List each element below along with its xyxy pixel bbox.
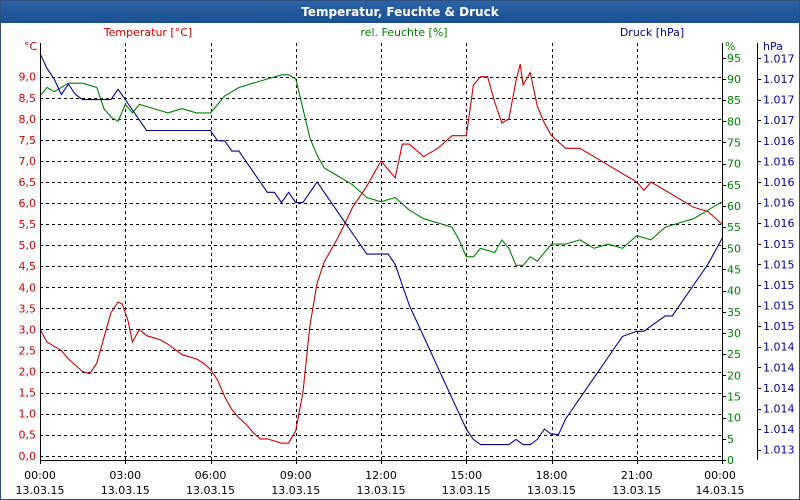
pressure-tick-label: 1.015 bbox=[763, 320, 795, 333]
pressure-tick-label: 1.014 bbox=[763, 382, 795, 395]
pressure-tick-label: 1.014 bbox=[763, 423, 795, 436]
x-tick-date: 13.03.15 bbox=[612, 484, 661, 497]
x-tick-date: 14.03.15 bbox=[696, 484, 745, 497]
temperature-tick-label: 7,0 bbox=[19, 155, 37, 168]
pressure-tick-label: 1.017 bbox=[763, 73, 795, 86]
x-tick-date: 13.03.15 bbox=[527, 484, 576, 497]
humidity-tick-label: 40 bbox=[727, 285, 741, 298]
temperature-tick-label: 4,0 bbox=[19, 281, 37, 294]
temperature-tick-label: 6,0 bbox=[19, 197, 37, 210]
temperature-tick-label: 5,5 bbox=[19, 218, 37, 231]
pressure-tick-label: 1.015 bbox=[763, 238, 795, 251]
pressure-tick-label: 1.017 bbox=[763, 52, 795, 65]
pressure-tick-label: 1.013 bbox=[763, 444, 795, 457]
humidity-tick-label: 75 bbox=[727, 136, 741, 149]
pressure-tick-label: 1.017 bbox=[763, 94, 795, 107]
temperature-tick-label: 0,5 bbox=[19, 429, 37, 442]
humidity-tick-label: 10 bbox=[727, 412, 741, 425]
temperature-tick-label: 2,5 bbox=[19, 344, 37, 357]
x-tick-date: 13.03.15 bbox=[101, 484, 150, 497]
pressure-tick-label: 1.014 bbox=[763, 341, 795, 354]
humidity-tick-label: 35 bbox=[727, 306, 741, 319]
x-tick-time: 12:00 bbox=[365, 469, 397, 482]
humidity-tick-label: 25 bbox=[727, 348, 741, 361]
temperature-tick-label: 7,5 bbox=[19, 134, 37, 147]
series-line-pressure bbox=[39, 53, 723, 446]
x-tick-time: 09:00 bbox=[280, 469, 312, 482]
humidity-unit: % bbox=[725, 40, 735, 53]
pressure-tick-label: 1.016 bbox=[763, 217, 795, 230]
series-layer bbox=[39, 53, 723, 446]
humidity-tick-label: 15 bbox=[727, 390, 741, 403]
humidity-tick-label: 70 bbox=[727, 158, 741, 171]
pressure-tick-label: 1.015 bbox=[763, 279, 795, 292]
plot-frame bbox=[40, 43, 761, 464]
humidity-tick-label: 55 bbox=[727, 221, 741, 234]
temperature-tick-label: 1,5 bbox=[19, 387, 37, 400]
humidity-legend: rel. Feuchte [%] bbox=[360, 26, 447, 39]
pressure-tick-label: 1.016 bbox=[763, 176, 795, 189]
humidity-tick-label: 90 bbox=[727, 73, 741, 86]
pressure-tick-label: 1.016 bbox=[763, 135, 795, 148]
x-tick-time: 03:00 bbox=[109, 469, 141, 482]
x-tick-date: 13.03.15 bbox=[271, 484, 320, 497]
temperature-tick-label: 1,0 bbox=[19, 408, 37, 421]
temperature-tick-label: 2,0 bbox=[19, 366, 37, 379]
x-tick-time: 15:00 bbox=[450, 469, 482, 482]
axis-labels: 9,0 8,5 8,0 7,5 7,0 6,5 6,0 5,5 5,0 4,5 4,0 3,5 3,0 2… bbox=[16, 26, 795, 497]
pressure-tick-label: 1.014 bbox=[763, 403, 795, 416]
temperature-tick-label: 4,5 bbox=[19, 260, 37, 273]
pressure-tick-label: 1.016 bbox=[763, 197, 795, 210]
humidity-tick-label: 45 bbox=[727, 263, 741, 276]
humidity-tick-label: 95 bbox=[727, 52, 741, 65]
temperature-tick-label: 6,5 bbox=[19, 176, 37, 189]
temperature-tick-label: 0,0 bbox=[19, 450, 37, 463]
humidity-tick-label: 65 bbox=[727, 179, 741, 192]
temperature-tick-label: 8,0 bbox=[19, 113, 37, 126]
x-tick-date: 13.03.15 bbox=[186, 484, 235, 497]
humidity-tick-label: 0 bbox=[727, 454, 734, 467]
temperature-unit: °C bbox=[24, 40, 38, 53]
pressure-tick-label: 1.014 bbox=[763, 361, 795, 374]
humidity-tick-label: 60 bbox=[727, 200, 741, 213]
x-tick-date: 13.03.15 bbox=[442, 484, 491, 497]
humidity-tick-label: 85 bbox=[727, 94, 741, 107]
x-tick-date: 13.03.15 bbox=[357, 484, 406, 497]
humidity-tick-label: 80 bbox=[727, 115, 741, 128]
series-line-temperature bbox=[39, 63, 723, 444]
pressure-legend: Druck [hPa] bbox=[620, 26, 684, 39]
humidity-tick-label: 30 bbox=[727, 327, 741, 340]
pressure-tick-label: 1.015 bbox=[763, 258, 795, 271]
x-tick-time: 18:00 bbox=[536, 469, 568, 482]
humidity-tick-label: 20 bbox=[727, 369, 741, 382]
window-title: Temperatur, Feuchte & Druck bbox=[1, 1, 799, 23]
x-tick-time: 06:00 bbox=[195, 469, 227, 482]
x-tick-date: 13.03.15 bbox=[16, 484, 65, 497]
temperature-tick-label: 5,0 bbox=[19, 239, 37, 252]
pressure-tick-label: 1.017 bbox=[763, 114, 795, 127]
temperature-tick-label: 3,5 bbox=[19, 302, 37, 315]
pressure-tick-label: 1.015 bbox=[763, 300, 795, 313]
temperature-legend: Temperatur [°C] bbox=[103, 26, 192, 39]
temperature-tick-label: 3,0 bbox=[19, 323, 37, 336]
humidity-tick-label: 5 bbox=[727, 433, 734, 446]
pressure-unit: hPa bbox=[763, 40, 783, 53]
x-tick-time: 21:00 bbox=[621, 469, 653, 482]
x-tick-time: 00:00 bbox=[704, 469, 736, 482]
pressure-tick-label: 1.016 bbox=[763, 155, 795, 168]
temperature-tick-label: 9,0 bbox=[19, 71, 37, 84]
x-tick-time: 00:00 bbox=[24, 469, 56, 482]
humidity-tick-label: 50 bbox=[727, 242, 741, 255]
temperature-tick-label: 8,5 bbox=[19, 92, 37, 105]
